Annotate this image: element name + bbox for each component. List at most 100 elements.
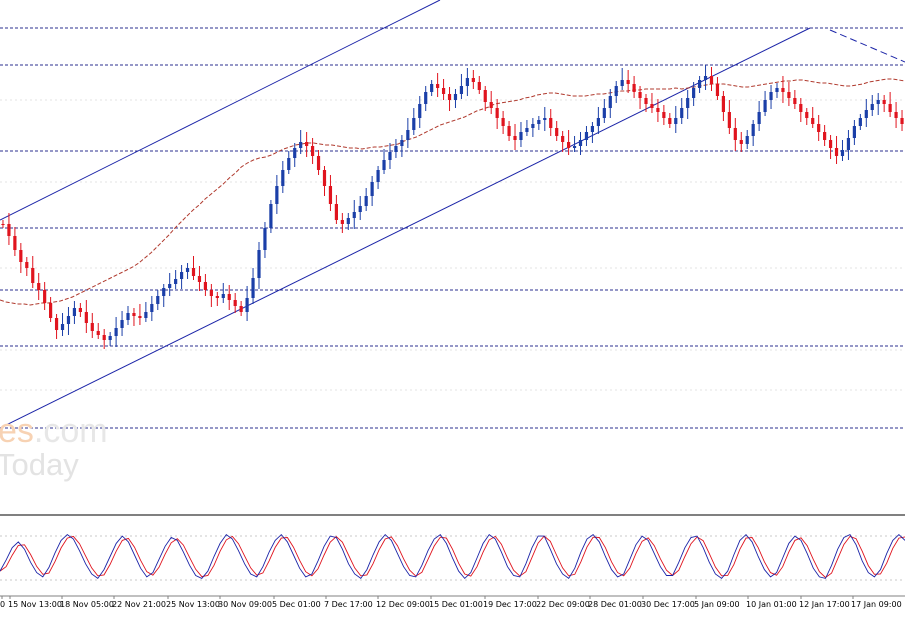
ma-line [0,78,905,306]
candle-body-bull [686,98,690,108]
candle-body-bear [900,118,904,124]
candle-body-bear [495,108,499,118]
candle-body-bear [37,283,41,290]
candle-body-bear [43,290,47,303]
candle-body-bear [203,282,208,290]
x-tick-label: 15 Dec 01:00 [429,600,483,609]
candle-body-bull [572,146,577,148]
candle-body-bear [13,236,17,250]
candle-body-bull [72,308,77,316]
candle-body-bull [60,324,65,330]
candle-body-bear [84,312,88,323]
candle-body-bull [614,86,618,96]
candle-body-bear [49,303,53,318]
candle-body-bear [441,88,446,94]
candle-body-bull [459,86,464,94]
candle-body-bull [858,118,862,126]
candle-body-bear [7,224,11,236]
candle-body-bull [703,76,708,80]
x-tick-label: 17 Jan 09:00 [851,600,902,609]
x-tick-label: 18 Nov 05:00 [60,600,114,609]
candle-body-bull [352,212,356,218]
candle-body-bull [221,294,225,298]
candle-body-bull [680,108,684,118]
candle-body-bull [269,204,273,228]
candle-body-bear [828,140,833,148]
candle-body-bull [692,88,696,98]
candle-body-bear [78,308,82,312]
candle-body-bull [245,298,249,312]
candle-body-bear [834,148,839,156]
candle-body-bull [346,218,350,224]
candle-body-bull [144,312,148,318]
x-tick-label: 7 Dec 17:00 [324,600,373,609]
candle-body-bull [697,80,702,88]
candle-body-bull [519,132,523,140]
x-tick-label: 22 Nov 21:00 [112,600,166,609]
x-tick-label: 15 Nov 13:00 [8,600,62,609]
x-tick-label: 30 Dec 17:00 [641,600,695,609]
candle-body-bear [805,112,809,118]
candle-body-bear [799,104,803,112]
candle-body-bull [453,94,458,100]
candle-body-bull [751,124,755,136]
x-tick-label: 12 Jan 17:00 [799,600,850,609]
candle-body-bull [406,130,410,140]
candle-body-bull [263,228,267,250]
candle-body-bear [227,294,231,300]
x-tick-label: 0 [0,600,5,609]
candle-body-bull [531,124,535,128]
candle-body-bear [447,94,452,100]
x-tick-label: 5 Dec 01:00 [272,600,321,609]
candle-body-bear [328,186,333,204]
candle-body-bear [138,316,142,318]
candle-body-bear [54,318,59,330]
candle-body-bear [90,323,94,331]
candlesticks [1,65,904,349]
x-tick-label: 19 Dec 17:00 [483,600,537,609]
candle-body-bull [412,118,416,130]
candle-body-bear [739,140,743,144]
moving-average [0,78,905,306]
x-tick-label: 10 Jan 01:00 [746,600,797,609]
candle-body-bull [370,182,374,196]
x-tick-label: 28 Dec 01:00 [588,600,642,609]
candle-body-bear [31,268,35,283]
candle-body-bull [757,112,761,124]
candle-body-bear [656,108,660,112]
candle-body-bull [394,146,398,152]
candle-body-bear [882,100,886,104]
candle-body-bear [215,296,219,298]
candle-body-bull [525,128,529,132]
candle-body-bear [561,136,565,142]
candle-body-bear [626,80,630,84]
candle-body-bull [430,84,434,92]
candle-body-bear [436,84,440,88]
candle-body-bear [483,90,487,102]
candle-body-bull [376,170,380,182]
candle-body-bull [846,138,851,150]
candle-body-bull [120,320,124,328]
candle-body-bear [197,276,202,282]
candle-body-bear [507,126,511,136]
candle-body-bull [281,170,285,186]
candle-body-bear [668,118,672,124]
candle-body-bull [864,110,868,118]
candle-body-bull [674,118,678,124]
candle-body-bull [584,132,589,140]
candle-body-bear [715,84,720,96]
candle-body-bear [489,102,493,108]
candle-body-bear [632,84,636,92]
candle-body-bull [185,268,190,272]
candle-body-bull [608,96,612,108]
candle-body-bull [590,126,595,132]
candle-body-bear [555,128,559,136]
candle-body-bull [840,150,845,156]
channel-lower-line [0,27,811,429]
candle-body-bear [239,306,243,312]
candle-body-bull [543,118,547,120]
candle-body-bull [299,142,303,148]
candle-body-bear [102,335,106,340]
